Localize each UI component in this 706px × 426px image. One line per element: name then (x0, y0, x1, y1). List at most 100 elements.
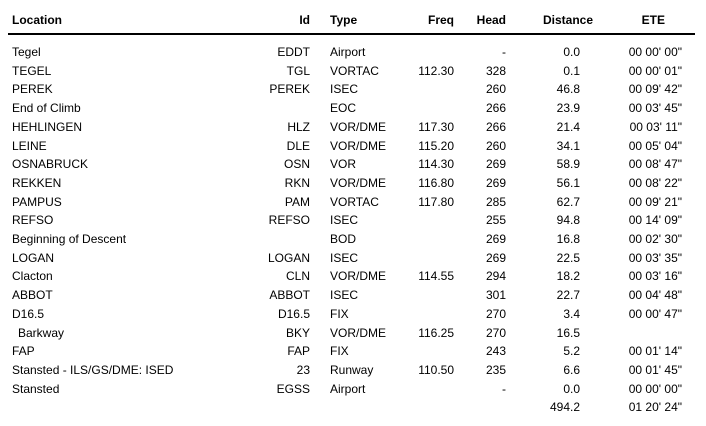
cell-ete: 00 00' 47" (628, 306, 682, 321)
table-row[interactable]: OSNABRUCK OSN VOR 114.30 269 58.9 00 08' 47" (8, 155, 695, 174)
cell-id: CLN (285, 269, 310, 284)
cell-distance: 46.8 (556, 82, 580, 97)
cell-type: ISEC (330, 82, 359, 97)
cell-head: 266 (485, 119, 506, 134)
column-header-type: Type (313, 10, 413, 35)
cell-head: 269 (485, 157, 506, 172)
cell-freq (413, 211, 455, 230)
cell-type: ISEC (330, 213, 359, 228)
cell-ete: 00 03' 35" (628, 250, 682, 265)
cell-ete: 00 05' 04" (628, 138, 682, 153)
table-row[interactable]: Beginning of Descent BOD 269 16.8 00 02' 30" (8, 230, 695, 249)
cell-empty (413, 398, 455, 417)
cell-freq (413, 99, 455, 118)
cell-type: Runway (330, 362, 374, 377)
cell-id: OSN (283, 157, 310, 172)
cell-distance: 18.2 (556, 269, 580, 284)
table-row[interactable]: Tegel EDDT Airport - 0.0 00 00' 00" (8, 34, 695, 62)
table-row[interactable]: Stansted - ILS/GS/DME: ISED 23 Runway 110.5… (8, 361, 695, 380)
table-row[interactable]: PEREK PEREK ISEC 260 46.8 00 09' 42" (8, 80, 695, 99)
cell-location: FAP (12, 344, 35, 359)
cell-id (265, 230, 313, 249)
total-ete: 01 20' 24" (628, 400, 682, 415)
cell-location: TEGEL (12, 63, 52, 78)
cell-head: 243 (485, 344, 506, 359)
column-header-ete: ETE (593, 10, 695, 35)
cell-type: VOR/DME (330, 325, 387, 340)
table-row[interactable]: REKKEN RKN VOR/DME 116.80 269 56.1 00 08' 22" (8, 174, 695, 193)
table-row[interactable]: LOGAN LOGAN ISEC 269 22.5 00 03' 35" (8, 249, 695, 268)
cell-ete: 00 08' 47" (628, 157, 682, 172)
cell-empty (265, 398, 313, 417)
cell-head: 294 (485, 269, 506, 284)
table-row[interactable]: D16.5 D16.5 FIX 270 3.4 00 00' 47" (8, 305, 695, 324)
table-row[interactable]: HEHLINGEN HLZ VOR/DME 117.30 266 21.4 00 03' 1… (8, 118, 695, 137)
cell-ete: 00 03' 16" (628, 269, 682, 284)
table-row[interactable]: Clacton CLN VOR/DME 114.55 294 18.2 00 03' 16" (8, 267, 695, 286)
cell-type: ISEC (330, 288, 359, 303)
cell-freq: 117.80 (418, 194, 454, 209)
cell-head: 269 (485, 232, 506, 247)
cell-distance: 16.5 (556, 325, 580, 340)
cell-ete: 00 03' 45" (628, 101, 682, 116)
cell-location: Beginning of Descent (12, 232, 127, 247)
cell-type: VORTAC (330, 63, 379, 78)
cell-ete: 00 00' 00" (628, 381, 682, 396)
cell-id: D16.5 (277, 306, 310, 321)
cell-ete: 00 00' 00" (628, 45, 682, 59)
cell-ete: 00 04' 48" (628, 288, 682, 303)
cell-head: 235 (485, 362, 506, 377)
cell-type: BOD (330, 232, 357, 247)
cell-freq (413, 34, 455, 62)
cell-location: HEHLINGEN (12, 119, 83, 134)
cell-freq: 114.55 (418, 269, 454, 284)
cell-location: REFSO (12, 213, 54, 228)
cell-freq (413, 305, 455, 324)
cell-distance: 62.7 (556, 194, 580, 209)
cell-distance: 21.4 (556, 119, 580, 134)
cell-id: RKN (284, 175, 310, 190)
cell-type: VOR/DME (330, 175, 387, 190)
table-row[interactable]: ABBOT ABBOT ISEC 301 22.7 00 04' 48" (8, 286, 695, 305)
cell-location: LOGAN (12, 250, 55, 265)
waypoint-rows: Tegel EDDT Airport - 0.0 00 00' 00" TEGEL TGL VO… (8, 34, 695, 398)
table-row[interactable]: LEINE DLE VOR/DME 115.20 260 34.1 00 05' 04" (8, 137, 695, 156)
cell-ete: 00 14' 09" (628, 213, 682, 228)
table-row[interactable]: TEGEL TGL VORTAC 112.30 328 0.1 00 00' 01" (8, 62, 695, 81)
cell-id: FAP (287, 344, 310, 359)
cell-ete: 00 09' 42" (628, 82, 682, 97)
table-row[interactable]: Stansted EGSS Airport - 0.0 00 00' 00" (8, 380, 695, 399)
cell-location: OSNABRUCK (12, 157, 89, 172)
cell-location: Tegel (12, 45, 41, 59)
cell-head: 255 (485, 213, 506, 228)
flight-plan-table: Location Id Type Freq Head Distance ETE … (8, 10, 695, 417)
table-row[interactable]: FAP FAP FIX 243 5.2 00 01' 14" (8, 342, 695, 361)
cell-location: End of Climb (12, 101, 81, 116)
totals-row: 494.2 01 20' 24" (8, 398, 695, 417)
cell-ete: 00 09' 21" (628, 194, 682, 209)
column-header-freq: Freq (413, 10, 455, 35)
cell-distance: 0.0 (563, 45, 580, 59)
table-row[interactable]: Barkway BKY VOR/DME 116.25 270 16.5 (8, 324, 695, 343)
cell-freq: 116.80 (418, 175, 454, 190)
table-row[interactable]: PAMPUS PAM VORTAC 117.80 285 62.7 00 09' 21" (8, 193, 695, 212)
cell-distance: 16.8 (556, 232, 580, 247)
cell-id: PAM (284, 194, 310, 209)
table-row[interactable]: End of Climb EOC 266 23.9 00 03' 45" (8, 99, 695, 118)
cell-type: Airport (330, 381, 366, 396)
cell-distance: 94.8 (556, 213, 580, 228)
cell-head: 266 (485, 101, 506, 116)
cell-location: Stansted - ILS/GS/DME: ISED (12, 362, 174, 377)
cell-head: 328 (485, 63, 506, 78)
cell-head: 285 (485, 194, 506, 209)
cell-head: 270 (485, 306, 506, 321)
cell-distance: 22.7 (556, 288, 580, 303)
cell-id: PEREK (269, 82, 310, 97)
cell-ete (593, 324, 695, 343)
table-row[interactable]: REFSO REFSO ISEC 255 94.8 00 14' 09" (8, 211, 695, 230)
column-header-distance: Distance (512, 10, 593, 35)
cell-distance: 58.9 (556, 157, 580, 172)
cell-id (265, 99, 313, 118)
cell-location: D16.5 (12, 306, 45, 321)
